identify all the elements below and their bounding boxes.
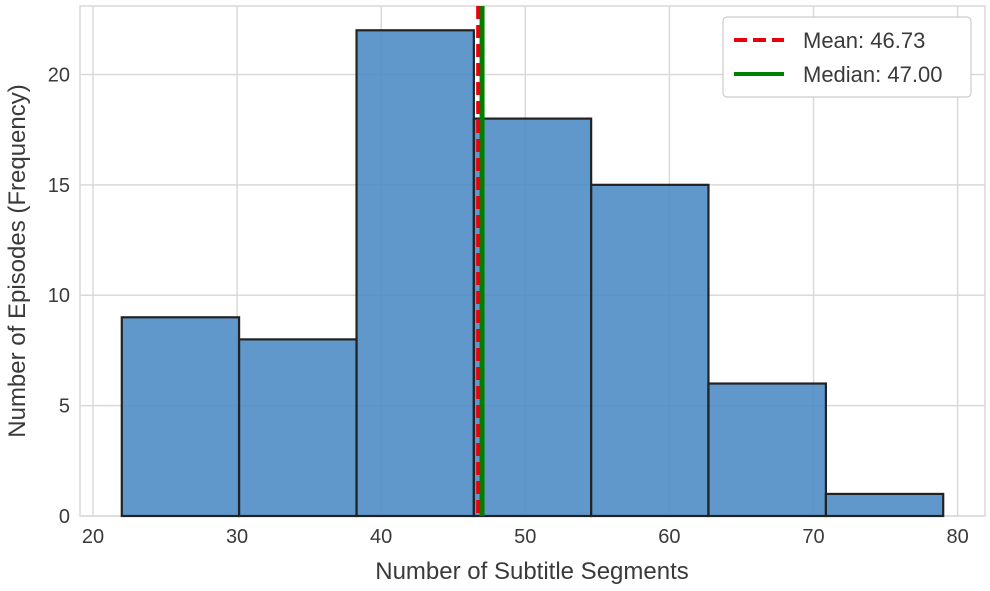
legend-box <box>722 16 972 98</box>
histogram-bar <box>120 316 241 518</box>
y-tick-label: 5 <box>59 396 70 418</box>
legend-median-label: Median: 47.00 <box>803 62 942 87</box>
histogram-bar <box>590 183 710 518</box>
y-tick-label: 15 <box>48 175 70 197</box>
x-tick-label: 40 <box>370 526 392 548</box>
y-tick-label: 20 <box>48 64 70 86</box>
x-tick-label: 30 <box>226 526 248 548</box>
x-axis-ticks: 20 30 40 50 60 70 80 <box>82 526 969 548</box>
histogram-bar <box>237 338 358 518</box>
histogram-bar <box>824 492 945 518</box>
y-tick-label: 0 <box>59 506 70 528</box>
y-axis-title: Number of Episodes (Frequency) <box>4 84 31 437</box>
y-axis-ticks: 0 5 10 15 20 <box>48 64 70 528</box>
histogram-bar <box>355 29 475 518</box>
x-tick-label: 20 <box>82 526 104 548</box>
x-tick-label: 60 <box>658 526 680 548</box>
histogram-bar <box>472 117 593 518</box>
bars <box>120 29 945 518</box>
reference-lines <box>476 6 485 516</box>
legend: Mean: 46.73 Median: 47.00 <box>722 16 972 98</box>
x-tick-label: 50 <box>514 526 536 548</box>
x-tick-label: 70 <box>802 526 824 548</box>
histogram-bar <box>707 382 828 518</box>
x-tick-label: 80 <box>946 526 968 548</box>
legend-mean-label: Mean: 46.73 <box>803 28 925 53</box>
x-axis-title: Number of Subtitle Segments <box>375 558 689 585</box>
y-tick-label: 10 <box>48 285 70 307</box>
